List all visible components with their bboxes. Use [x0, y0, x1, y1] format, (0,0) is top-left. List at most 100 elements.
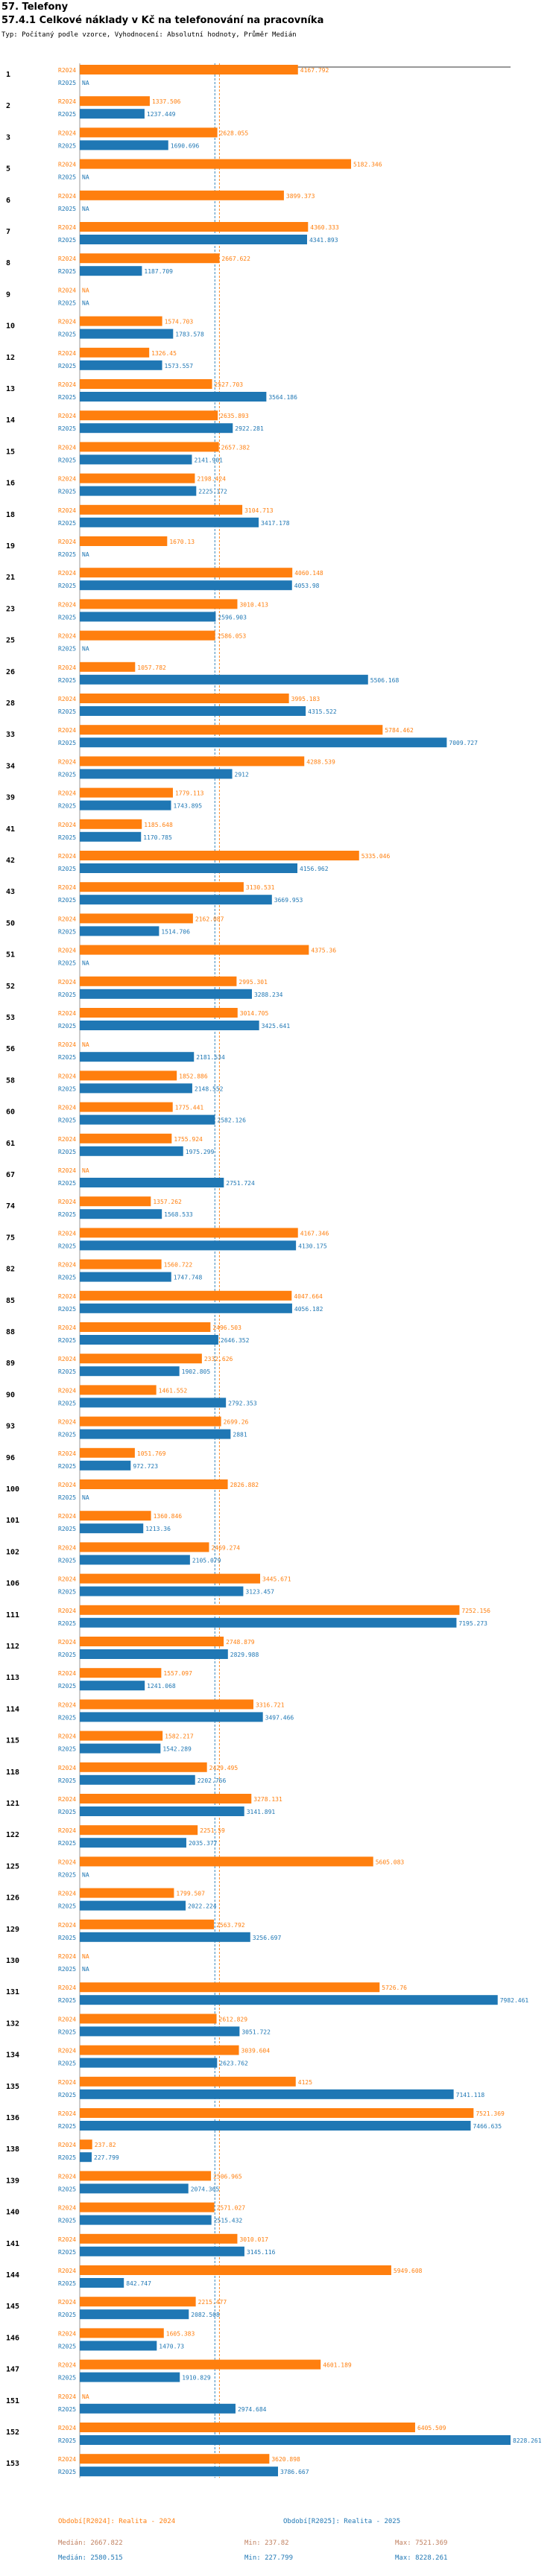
- bar-r2025: [80, 706, 306, 716]
- series-label: R2024: [58, 2142, 76, 2148]
- category-label: 43: [6, 888, 15, 896]
- data-label: 1605.383: [166, 2330, 195, 2337]
- bar-r2025: [80, 1900, 186, 1911]
- series-label: R2024: [58, 1733, 76, 1740]
- series-label: R2024: [58, 1765, 76, 1771]
- bar-r2025: [80, 1586, 244, 1596]
- data-label: 2881: [233, 1432, 247, 1438]
- category-label: 7: [6, 228, 10, 236]
- series-label: R2025: [58, 1652, 76, 1658]
- category-label: 41: [6, 825, 15, 834]
- bar-r2024: [80, 568, 293, 578]
- series-label: R2024: [58, 67, 76, 74]
- bar-r2025: [80, 235, 307, 244]
- bar-r2025: [80, 895, 272, 905]
- series-label: R2024: [58, 1922, 76, 1929]
- bar-r2025: [80, 2435, 511, 2445]
- series-label: R2024: [58, 696, 76, 702]
- series-label: R2024: [58, 727, 76, 734]
- category-label: 100: [6, 1485, 19, 1494]
- bar-r2024: [80, 1573, 261, 1584]
- series-label: R2025: [58, 1997, 76, 2004]
- na-label: NA: [82, 1167, 89, 1174]
- na-label: NA: [82, 960, 89, 967]
- category-label: 93: [6, 1423, 15, 1431]
- category-label: 115: [6, 1737, 19, 1745]
- data-label: 5784.462: [385, 727, 414, 734]
- series-label: R2025: [58, 1746, 76, 1753]
- series-label: R2024: [58, 256, 76, 262]
- category-label: 25: [6, 637, 15, 645]
- category-label: 53: [6, 1014, 15, 1022]
- category-label: 102: [6, 1548, 19, 1556]
- bar-r2025: [80, 2278, 124, 2288]
- data-label: 1337.506: [152, 98, 181, 105]
- data-label: 2496.503: [212, 1325, 241, 1331]
- category-label: 67: [6, 1171, 15, 1179]
- na-label: NA: [82, 206, 89, 212]
- series-label: R2024: [58, 1701, 76, 1708]
- na-label: NA: [82, 174, 89, 181]
- data-label: 5726.76: [382, 1985, 407, 1991]
- series-label: R2025: [58, 646, 76, 653]
- category-label: 90: [6, 1391, 15, 1399]
- series-label: R2025: [58, 489, 76, 495]
- bar-r2024: [80, 2045, 239, 2055]
- series-label: R2025: [58, 2123, 76, 2130]
- bar-r2024: [80, 1416, 221, 1427]
- data-label: 7982.461: [500, 1997, 529, 2004]
- series-label: R2025: [58, 960, 76, 967]
- data-label: 2148.552: [195, 1085, 224, 1092]
- data-label: 1755.924: [174, 1136, 203, 1143]
- series-label: R2024: [58, 413, 76, 419]
- series-label: R2024: [58, 1262, 76, 1269]
- series-label: R2024: [58, 2362, 76, 2369]
- data-label: 3130.531: [246, 884, 275, 891]
- data-label: 4156.962: [300, 866, 329, 872]
- median-2024: Medián: 2667.822: [58, 2539, 123, 2547]
- data-label: 2162.087: [195, 916, 224, 922]
- category-label: 23: [6, 605, 15, 613]
- chart-header: 57. Telefony 57.4.1 Celkové náklady v Kč…: [0, 0, 559, 45]
- series-label: R2025: [58, 2280, 76, 2287]
- bar-r2025: [80, 1743, 161, 1754]
- data-label: 3014.705: [240, 1010, 269, 1017]
- bar-r2024: [80, 2108, 474, 2118]
- data-label: 1185.648: [144, 822, 173, 828]
- series-label: R2024: [58, 2393, 76, 2400]
- data-label: 2699.26: [224, 1419, 249, 1426]
- series-label: R2025: [58, 866, 76, 872]
- category-label: 152: [6, 2429, 19, 2437]
- category-label: 56: [6, 1045, 15, 1053]
- data-label: 1170.785: [143, 834, 172, 841]
- series-label: R2025: [58, 708, 76, 715]
- bar-r2024: [80, 473, 195, 483]
- data-label: 4341.893: [309, 237, 338, 244]
- data-label: 2646.352: [221, 1337, 250, 1344]
- category-label: 122: [6, 1831, 19, 1839]
- data-label: 4288.539: [306, 758, 335, 765]
- series-label: R2024: [58, 381, 76, 388]
- data-label: 1910.829: [182, 2375, 211, 2382]
- series-label: R2024: [58, 2079, 76, 2086]
- series-label: R2024: [58, 1891, 76, 1897]
- data-label: 237.82: [95, 2142, 116, 2148]
- category-label: 153: [6, 2460, 19, 2468]
- data-label: 2527.703: [215, 381, 244, 388]
- category-label: 121: [6, 1800, 19, 1808]
- series-label: R2025: [58, 1871, 76, 1878]
- series-label: R2024: [58, 1576, 76, 1583]
- bar-r2024: [80, 190, 284, 200]
- data-label: 1051.769: [137, 1450, 166, 1457]
- data-label: 1852.886: [179, 1073, 208, 1079]
- bar-r2024: [80, 253, 220, 264]
- bar-r2024: [80, 1322, 211, 1332]
- bar-r2024: [80, 1699, 253, 1710]
- data-label: 7521.369: [476, 2110, 505, 2117]
- bar-r2024: [80, 2423, 415, 2432]
- series-label: R2025: [58, 206, 76, 212]
- series-label: R2025: [58, 1400, 76, 1406]
- data-label: 2215.477: [198, 2299, 227, 2306]
- series-label: R2025: [58, 928, 76, 935]
- bar-r2025: [80, 989, 252, 999]
